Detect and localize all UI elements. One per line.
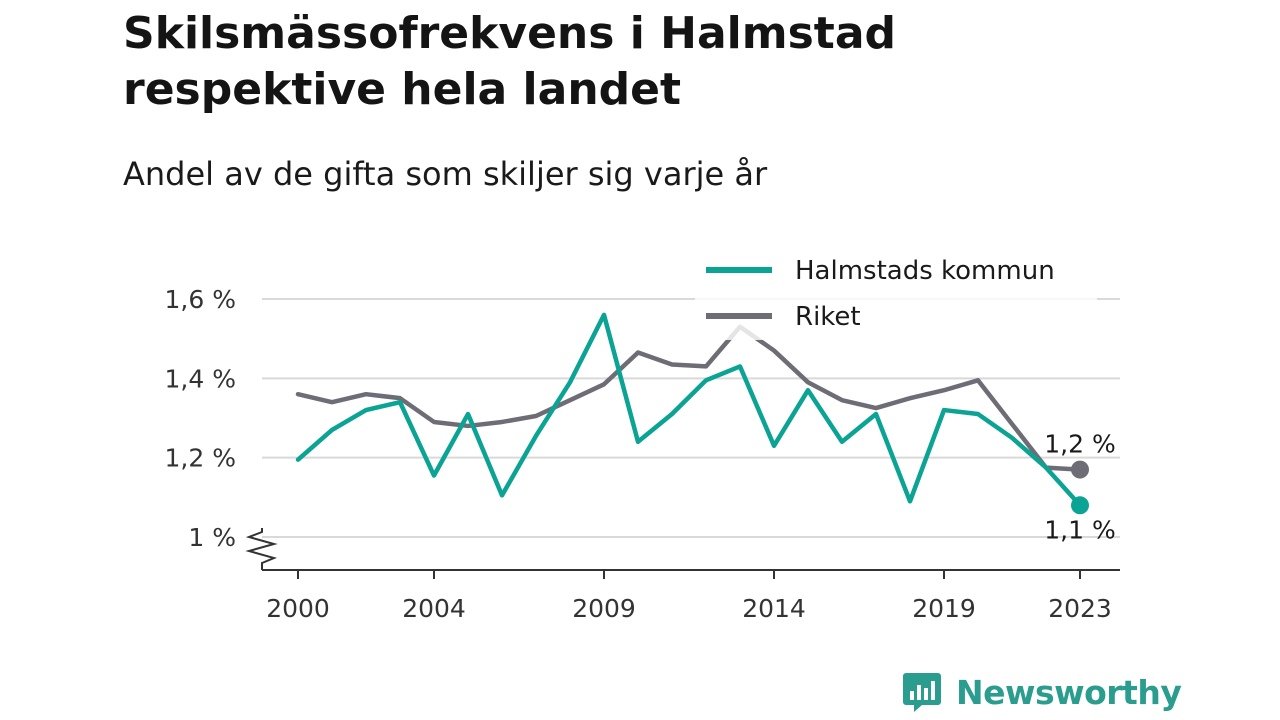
series-line-riket	[295, 324, 1083, 472]
axes: 1 % 1,2 % 1,4 % 1,6 % 2000 2004 2009 2014 2019 20…	[165, 285, 1120, 623]
legend-label: Halmstads kommun	[795, 256, 1055, 286]
x-tick-label: 2004	[402, 594, 466, 623]
end-label-riket: 1,2 %	[1044, 430, 1115, 459]
end-point-halmstad	[1071, 496, 1089, 515]
end-labels: 1,2 % 1,1 %	[1044, 430, 1115, 545]
brand-name: Newsworthy	[956, 672, 1182, 712]
chart-title: Skilsmässofrekvens i Halmstad respektive…	[123, 8, 897, 115]
series-lines	[295, 312, 1089, 515]
series-line-halmstad	[295, 312, 1083, 508]
brand-logo: Newsworthy	[902, 670, 1182, 714]
bar-chart-bubble-icon	[903, 673, 941, 712]
x-tick-label: 2014	[742, 594, 806, 623]
y-tick-label: 1,4 %	[165, 364, 236, 393]
axis-break-icon	[245, 528, 278, 570]
x-tick-label: 2019	[912, 594, 976, 623]
y-tick-label: 1 %	[188, 523, 236, 552]
y-tick-label: 1,2 %	[165, 444, 236, 473]
x-tick-label: 2023	[1048, 594, 1112, 623]
chart-subtitle: Andel av de gifta som skiljer sig varje …	[123, 155, 768, 193]
legend: Halmstads kommun Riket	[695, 244, 1097, 340]
x-tick-label: 2000	[266, 594, 330, 623]
legend-label: Riket	[795, 302, 861, 332]
legend-background	[695, 244, 1097, 340]
end-point-riket	[1071, 460, 1089, 479]
x-tick-label: 2009	[572, 594, 636, 623]
end-label-halmstad: 1,1 %	[1044, 515, 1115, 544]
y-tick-label: 1,6 %	[165, 285, 236, 314]
